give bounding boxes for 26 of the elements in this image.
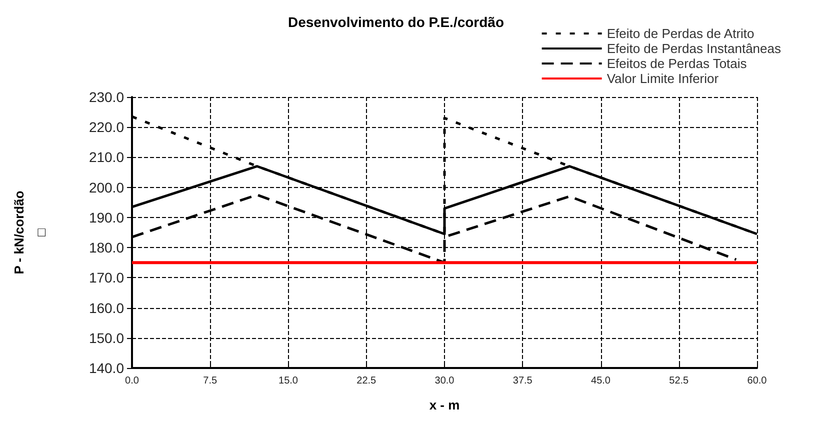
y-tick-label: 180.0 xyxy=(88,240,124,256)
y-tick-label: 170.0 xyxy=(88,270,124,286)
x-tick-label: 22.5 xyxy=(356,376,377,386)
x-tick-label: 15.0 xyxy=(278,376,298,386)
x-tick-label: 45.0 xyxy=(591,376,611,386)
legend-label: Efeitos de Perdas Totais xyxy=(606,56,748,71)
x-axis-title: x - m xyxy=(429,398,460,412)
y-tick-label: 230.0 xyxy=(88,89,124,105)
x-tick-label: 0.0 xyxy=(125,376,140,386)
legend-label: Efeito de Perdas Instantâneas xyxy=(606,41,782,56)
y-tick-label: 220.0 xyxy=(88,119,124,136)
x-tick-label: 30.0 xyxy=(434,376,455,386)
y-tick-label: 190.0 xyxy=(88,209,124,226)
y-axis-title: P - kN/cordão □ xyxy=(12,190,48,274)
y-tick-label: 160.0 xyxy=(88,300,124,316)
legend-label: Efeito de Perdas de Atrito xyxy=(606,26,754,41)
x-tick-label: 37.5 xyxy=(512,376,533,386)
x-tick-label: 7.5 xyxy=(203,376,218,386)
x-tick-label: 60.0 xyxy=(747,376,768,386)
y-tick-label: 150.0 xyxy=(88,330,124,346)
y-tick-label: 140.0 xyxy=(88,360,124,376)
legend-label: Valor Limite Inferior xyxy=(606,71,720,86)
chart-title: Desenvolvimento do P.E./cordão xyxy=(288,14,504,30)
y-tick-label: 200.0 xyxy=(88,179,124,196)
x-tick-label: 52.5 xyxy=(669,376,690,386)
y-tick-label: 210.0 xyxy=(88,149,124,166)
